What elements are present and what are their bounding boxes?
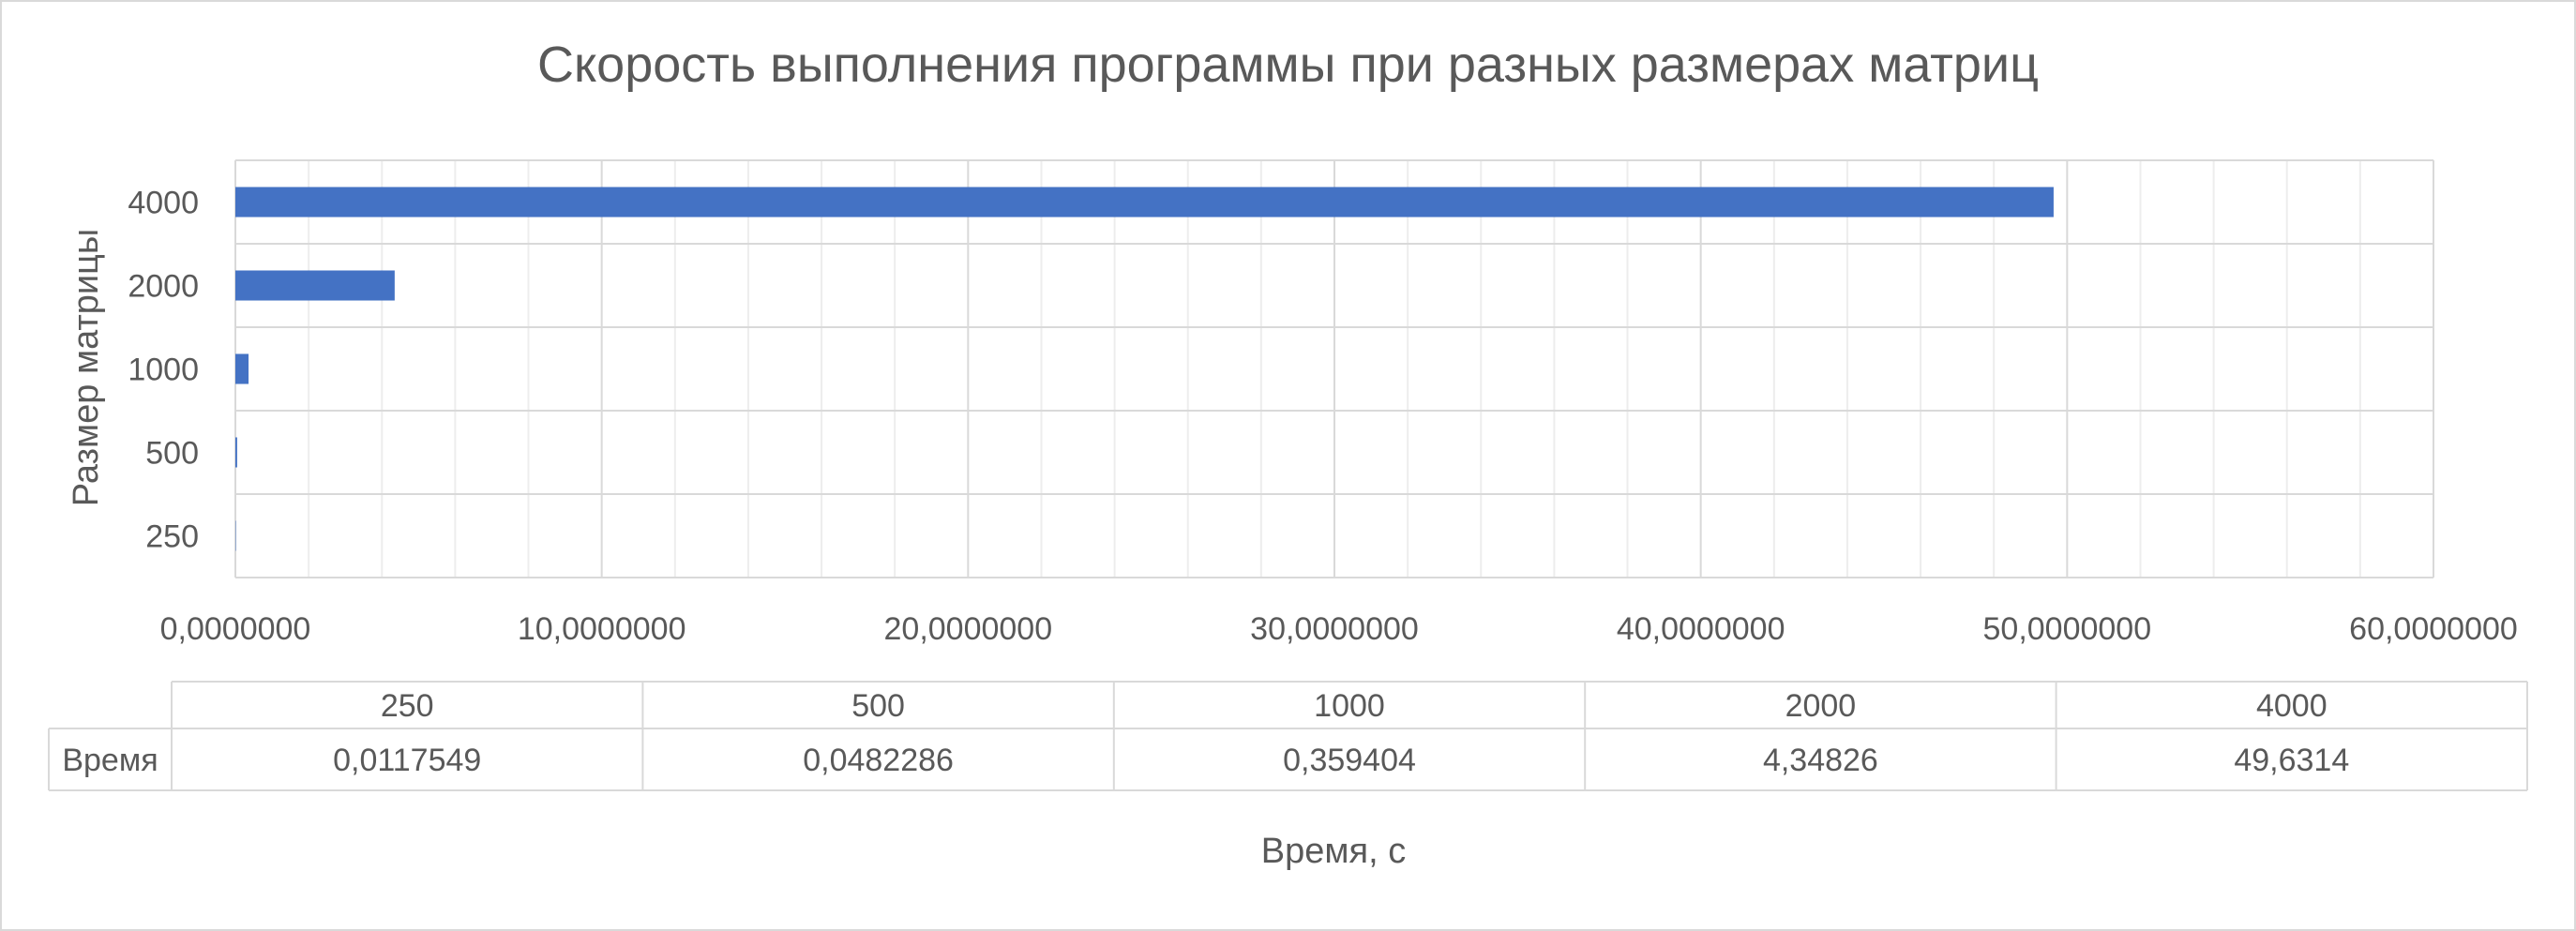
table-column-header: 2000 — [1785, 688, 1857, 724]
y-tick-label: 2000 — [128, 269, 199, 305]
x-tick-label: 50,0000000 — [1983, 611, 2152, 647]
bar — [235, 437, 237, 468]
bar — [235, 353, 249, 384]
x-axis-title: Время, с — [1261, 832, 1406, 871]
table-cell: 4,34826 — [1763, 743, 1878, 778]
table-column-header: 4000 — [2256, 688, 2327, 724]
x-axis-tick-labels: 0,0000000 10,0000000 20,0000000 30,0000000 4… — [160, 611, 2518, 647]
table-cell: 0,359404 — [1283, 743, 1416, 778]
x-tick-label: 10,0000000 — [518, 611, 686, 647]
chart-title: Скорость выполнения программы при разных… — [536, 37, 2040, 93]
y-tick-label: 4000 — [128, 186, 199, 221]
major-gridlines — [234, 159, 2434, 578]
x-tick-label: 0,0000000 — [160, 611, 311, 647]
y-tick-label: 250 — [145, 519, 199, 555]
data-table: 250 500 1000 2000 4000 0,0117549 0,0482286 0,35… — [48, 681, 2528, 791]
x-tick-label: 40,0000000 — [1617, 611, 1785, 647]
table-cell: 0,0482286 — [803, 743, 954, 778]
table-cell: 0,0117549 — [333, 743, 481, 778]
y-tick-label: 1000 — [128, 353, 199, 388]
table-row-label: Время — [62, 743, 158, 778]
table-column-header: 250 — [381, 688, 434, 724]
table-column-header: 1000 — [1314, 688, 1385, 724]
minor-gridlines — [308, 160, 2361, 578]
x-tick-label: 20,0000000 — [884, 611, 1053, 647]
bars — [235, 187, 2054, 551]
table-column-header: 500 — [851, 688, 905, 724]
x-tick-label: 60,0000000 — [2349, 611, 2518, 647]
table-cell: 49,6314 — [2234, 743, 2349, 778]
bar — [235, 270, 395, 301]
bar — [235, 187, 2054, 218]
x-tick-label: 30,0000000 — [1250, 611, 1419, 647]
y-tick-label: 500 — [145, 436, 199, 472]
y-axis-title: Размер матрицы — [67, 229, 106, 506]
y-axis-tick-labels: 250 500 1000 2000 4000 — [128, 186, 199, 555]
